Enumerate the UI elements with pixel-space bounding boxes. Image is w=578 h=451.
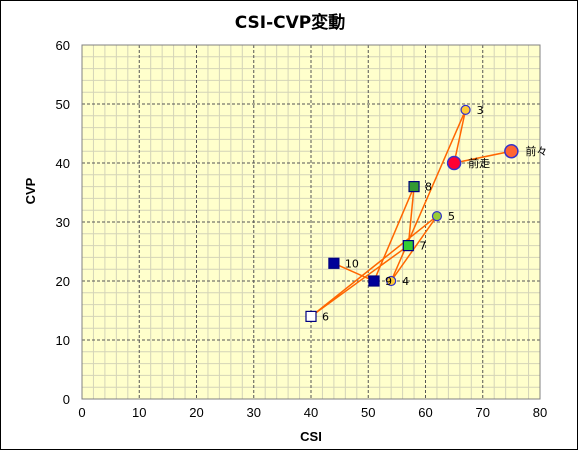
data-point <box>328 257 340 269</box>
data-label: 8 <box>425 181 432 194</box>
x-axis-label: CSI <box>300 429 322 444</box>
y-tick-label: 30 <box>56 215 70 230</box>
data-point <box>431 211 443 222</box>
data-label: 4 <box>402 275 409 288</box>
data-point <box>402 240 414 252</box>
chart-title: CSI-CVP変動 <box>235 12 346 33</box>
x-tick-label: 40 <box>304 405 318 420</box>
data-point <box>504 143 519 159</box>
data-label: 前走 <box>468 156 490 170</box>
data-label: 7 <box>419 240 426 253</box>
series-line <box>310 109 512 318</box>
y-tick-label: 40 <box>56 156 70 171</box>
x-tick-label: 80 <box>533 405 547 420</box>
x-tick-label: 60 <box>418 405 432 420</box>
plot-border <box>81 44 541 400</box>
data-point <box>386 275 397 287</box>
data-point <box>408 181 420 193</box>
data-point <box>305 310 317 322</box>
x-tick-label: 0 <box>78 405 85 420</box>
data-point <box>446 155 462 171</box>
x-tick-label: 10 <box>132 405 146 420</box>
x-tick-label: 20 <box>189 405 203 420</box>
data-label: 5 <box>448 210 455 223</box>
data-label: 6 <box>322 310 329 323</box>
y-tick-label: 0 <box>63 392 70 407</box>
x-tick-label: 30 <box>247 405 261 420</box>
data-label: 前々 <box>525 144 547 158</box>
x-tick-label: 70 <box>476 405 490 420</box>
data-label: 9 <box>385 275 392 288</box>
y-tick-label: 20 <box>56 274 70 289</box>
y-axis-label: CVP <box>23 177 38 204</box>
y-tick-label: 60 <box>56 38 70 53</box>
y-tick-label: 50 <box>56 97 70 112</box>
data-label: 3 <box>477 104 484 117</box>
data-point <box>368 275 380 287</box>
y-tick-label: 10 <box>56 333 70 348</box>
data-label: 10 <box>345 257 359 270</box>
data-point <box>460 104 471 116</box>
x-tick-label: 50 <box>361 405 375 420</box>
